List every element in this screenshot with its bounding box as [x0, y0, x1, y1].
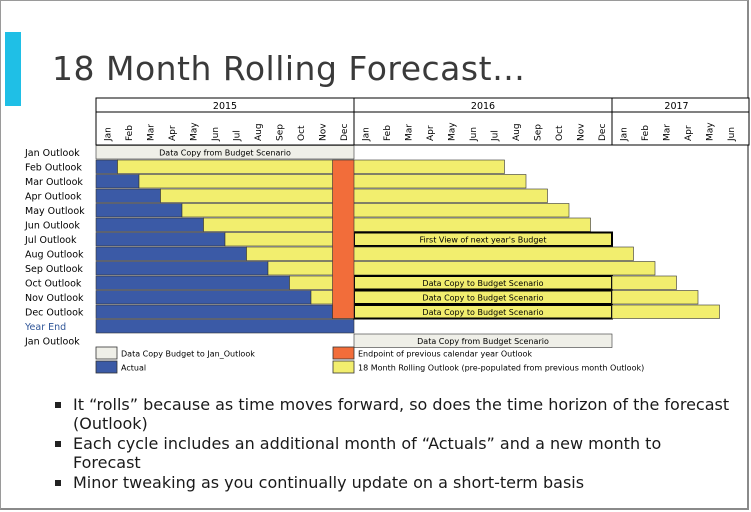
bar-label: First View of next year's Budget	[420, 235, 547, 244]
title-accent-bar	[5, 32, 21, 106]
year-label: 2015	[213, 101, 237, 112]
header-frame	[95, 97, 750, 146]
forecast-bar	[246, 246, 634, 261]
row-label: Jul Outlook	[24, 235, 77, 246]
actual-bar	[95, 159, 118, 174]
month-tick-label: Aug	[254, 123, 264, 141]
row-label: Sep Outlook	[25, 264, 83, 275]
bar-label: Data Copy from Budget Scenario	[417, 337, 549, 346]
bullet-item: Minor tweaking as you continually update…	[51, 473, 731, 492]
month-tick-label: Sep	[275, 124, 285, 141]
month-tick-label: May	[447, 122, 457, 141]
forecast-bar	[611, 275, 677, 290]
row-label: Jan Outlook	[24, 337, 80, 348]
legend-label: Actual	[121, 364, 146, 373]
month-tick-label: Apr	[684, 125, 694, 141]
row-label: Feb Outlook	[25, 163, 82, 174]
slide-title: 18 Month Rolling Forecast…	[52, 49, 526, 88]
forecast-bar	[611, 290, 699, 305]
actual-bar	[95, 275, 290, 290]
month-tick-label: Jan	[361, 127, 371, 142]
month-tick-label: Mar	[404, 124, 414, 141]
row-label: May Outlook	[25, 206, 85, 217]
month-tick-label: Jul	[490, 130, 500, 142]
legend-swatch	[95, 346, 118, 360]
rolling-forecast-chart: 2015 2016 2017 Jan Feb Mar Apr May Jun Jul Aug Sep O…	[24, 97, 750, 374]
month-tick-label: Oct	[297, 125, 307, 141]
month-tick-label: Jan	[619, 127, 629, 142]
legend-label: Data Copy Budget to Jan_Outlook	[121, 350, 255, 359]
bullet-text: Minor tweaking as you continually update…	[73, 473, 585, 492]
forecast-bar	[117, 159, 505, 174]
bullet-text: It “rolls” because as time moves forward…	[73, 395, 730, 433]
legend-swatch	[332, 346, 355, 360]
month-tick-label: Jun	[211, 127, 221, 142]
month-tick-label: Nov	[576, 123, 586, 141]
legend-label: Endpoint of previous calendar year Outlo…	[358, 350, 532, 359]
month-tick-label: Oct	[555, 125, 565, 141]
row-label: Dec Outlook	[25, 308, 84, 319]
forecast-bar	[611, 304, 720, 319]
actual-bar	[95, 261, 269, 276]
month-tick-label: Jan	[103, 127, 113, 142]
bar-label: Data Copy to Budget Scenario	[422, 279, 543, 288]
bullet-square-icon	[55, 480, 61, 486]
month-tick-label: Jun	[727, 127, 737, 142]
row-label: Nov Outlook	[25, 293, 84, 304]
month-tick-label: Dec	[598, 124, 608, 141]
month-tick-label: Apr	[426, 125, 436, 141]
month-tick-label: Mar	[662, 124, 672, 141]
actual-bar	[95, 246, 247, 261]
month-tick-label: Jul	[232, 130, 242, 142]
row-label: Year End	[24, 322, 66, 333]
month-tick-label: May	[705, 122, 715, 141]
legend-label: 18 Month Rolling Outlook (pre-populated …	[358, 364, 644, 373]
forecast-bar	[181, 203, 570, 218]
legend-swatch	[332, 360, 355, 374]
actual-bar	[95, 174, 140, 189]
month-tick-label: Mar	[146, 124, 156, 141]
forecast-bar	[267, 261, 656, 276]
row-label: Apr Outlook	[25, 192, 82, 203]
month-tick-label: Feb	[383, 125, 393, 141]
month-tick-label: Dec	[340, 124, 350, 141]
month-tick-label: Feb	[641, 125, 651, 141]
actual-bar	[95, 232, 226, 247]
bar-label: Data Copy from Budget Scenario	[159, 148, 291, 157]
year-label: 2017	[664, 101, 688, 112]
row-label: Aug Outlook	[25, 250, 84, 261]
actual-bar	[95, 304, 333, 319]
bar-label: Data Copy to Budget Scenario	[422, 293, 543, 302]
month-tick-label: May	[189, 122, 199, 141]
bullet-item: Each cycle includes an additional month …	[51, 434, 731, 472]
month-tick-label: Apr	[168, 125, 178, 141]
bar-label: Data Copy to Budget Scenario	[422, 308, 543, 317]
month-tick-label: Feb	[125, 125, 135, 141]
endpoint-bar	[332, 159, 355, 319]
actual-bar	[95, 319, 355, 334]
bullet-item: It “rolls” because as time moves forward…	[51, 395, 731, 433]
legend-swatch	[95, 360, 118, 374]
month-tick-label: Jun	[469, 127, 479, 142]
row-label: Jan Outlook	[24, 148, 80, 159]
actual-bar	[95, 203, 183, 218]
actual-bar	[95, 188, 161, 203]
bullet-square-icon	[55, 441, 61, 447]
month-tick-label: Aug	[512, 123, 522, 141]
forecast-bar	[203, 217, 591, 232]
bullet-text: Each cycle includes an additional month …	[73, 434, 662, 472]
row-label: Oct Outlook	[25, 279, 82, 290]
datacopy-bar	[353, 333, 613, 348]
month-tick-label: Sep	[533, 124, 543, 141]
row-label: Mar Outlook	[25, 177, 83, 188]
bullet-square-icon	[55, 402, 61, 408]
month-tick-label: Nov	[318, 123, 328, 141]
year-label: 2016	[471, 101, 495, 112]
actual-bar	[95, 290, 312, 305]
row-label: Jun Outlook	[24, 221, 80, 232]
bullet-list: It “rolls” because as time moves forward…	[51, 395, 731, 493]
actual-bar	[95, 217, 204, 232]
datacopy-bar	[95, 145, 355, 160]
